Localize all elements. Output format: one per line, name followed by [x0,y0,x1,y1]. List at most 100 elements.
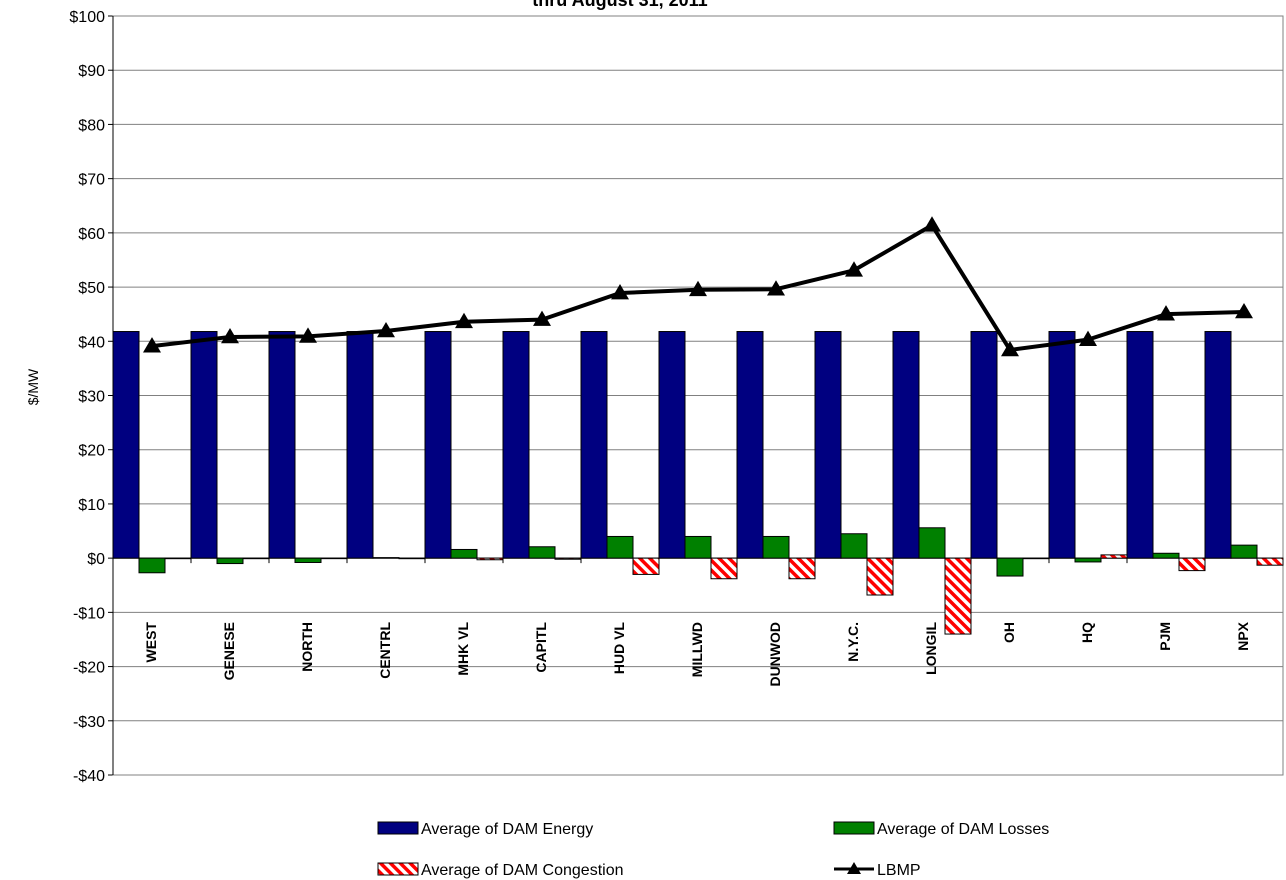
category-label: NORTH [299,622,315,672]
category-label: CENTRL [377,622,393,679]
category-label: WEST [143,622,159,663]
y-tick-label: -$30 [73,714,105,731]
bar-average-of-dam-congestion [476,557,504,561]
y-tick-label: $50 [78,280,105,297]
legend-label: LBMP [877,862,921,879]
bars [112,331,1284,635]
bar-average-of-dam-congestion [1100,554,1128,559]
bar-average-of-dam-losses [1152,552,1180,559]
y-tick-label: -$10 [73,605,105,622]
bar-average-of-dam-losses [1230,544,1258,559]
lbmp-point [1157,305,1175,321]
lbmp-point [299,327,317,343]
lbmp-point [845,261,863,277]
y-tick-label: $80 [78,117,105,134]
bar-average-of-dam-losses [216,557,244,565]
chart-title: thru August 31, 2011 [532,0,707,10]
bar-average-of-dam-congestion [944,557,972,635]
y-tick-label: $100 [69,9,105,26]
bar-average-of-dam-energy [268,331,296,559]
bar-average-of-dam-losses [996,557,1024,577]
lbmp-point [221,327,239,344]
bar-average-of-dam-energy [1126,331,1154,559]
bar-average-of-dam-energy [112,331,140,559]
bar-average-of-dam-losses [918,527,946,559]
legend-swatch-average-of-dam-losses [833,821,875,835]
category-label: MHK VL [455,622,471,676]
lbmp-point [377,321,395,338]
lbmp-point [689,280,707,297]
legend-swatch-average-of-dam-congestion [377,862,419,876]
bar-average-of-dam-congestion [554,557,582,560]
lbmp-point [533,310,551,326]
bar-average-of-dam-losses [294,557,322,563]
category-label: LONGIL [923,622,939,675]
y-tick-label: $60 [78,226,105,243]
bar-average-of-dam-congestion [398,557,426,560]
lbmp-point [1235,303,1253,319]
bar-average-of-dam-losses [684,535,712,559]
bar-average-of-dam-losses [138,557,166,574]
y-tick-label: $70 [78,172,105,189]
y-tick-label: $10 [78,497,105,514]
bar-average-of-dam-energy [736,331,764,559]
category-labels: WEST GENESE NORTH CENTRL MHK VL CAPITL HUD VL M… [143,621,1251,686]
y-tick-label: $40 [78,334,105,351]
bar-average-of-dam-energy [1204,331,1232,559]
legend-label: Average of DAM Losses [877,821,1049,838]
bar-average-of-dam-congestion [866,557,894,596]
bar-average-of-dam-energy [580,331,608,559]
bar-average-of-dam-losses [606,535,634,559]
bar-average-of-dam-energy [424,331,452,559]
y-tick-label: $0 [87,551,105,568]
category-label: CAPITL [533,622,549,673]
bar-average-of-dam-energy [346,331,374,559]
lbmp-point [611,284,629,300]
bar-average-of-dam-losses [372,557,400,559]
lbmp-point [767,280,785,296]
y-tick-label: $30 [78,389,105,406]
y-tick-label: $90 [78,63,105,80]
lbmp-line [143,216,1253,357]
bar-average-of-dam-energy [190,331,218,559]
legend-label: Average of DAM Congestion [421,862,623,879]
bar-average-of-dam-congestion [320,557,348,560]
bar-average-of-dam-energy [892,331,920,559]
lbmp-point [1079,330,1097,346]
category-label: HUD VL [611,622,627,675]
y-tick-label: -$40 [73,768,105,785]
lbmp-point [923,216,941,232]
y-tick-label: $20 [78,443,105,460]
bar-average-of-dam-congestion [1178,557,1206,572]
category-label: MILLWD [689,622,705,677]
y-axis-title: $/MW [25,368,41,405]
bar-average-of-dam-losses [528,546,556,559]
bar-average-of-dam-losses [1074,557,1102,563]
category-label: OH [1001,622,1017,643]
bar-average-of-dam-congestion [242,557,270,560]
legend-swatch-average-of-dam-energy [377,821,419,835]
category-label: PJM [1157,622,1173,651]
bar-average-of-dam-congestion [1256,557,1284,566]
legend-label: Average of DAM Energy [421,821,593,838]
bar-average-of-dam-energy [658,331,686,559]
lbmp-point [455,312,473,329]
legend: Average of DAM Energy Average of DAM Loss… [377,821,1049,879]
bar-average-of-dam-energy [814,331,842,559]
bar-average-of-dam-losses [450,548,478,559]
category-label: GENESE [221,622,237,680]
lbmp-point [143,337,161,353]
legend-marker-lbmp [847,862,861,874]
category-label: NPX [1235,621,1251,650]
bar-average-of-dam-congestion [1022,557,1050,560]
y-tick-labels: $100 $90 $80 $70 $60 $50 $40 $30 $20 $10 $0 -$10 -$2… [69,9,105,785]
bar-average-of-dam-congestion [164,557,192,560]
category-label: DUNWOD [767,622,783,687]
category-label: HQ [1079,622,1095,643]
bar-average-of-dam-congestion [788,557,816,580]
bar-average-of-dam-losses [840,533,868,559]
bar-average-of-dam-congestion [632,557,660,575]
category-label: N.Y.C. [845,622,861,662]
bar-average-of-dam-losses [762,535,790,559]
